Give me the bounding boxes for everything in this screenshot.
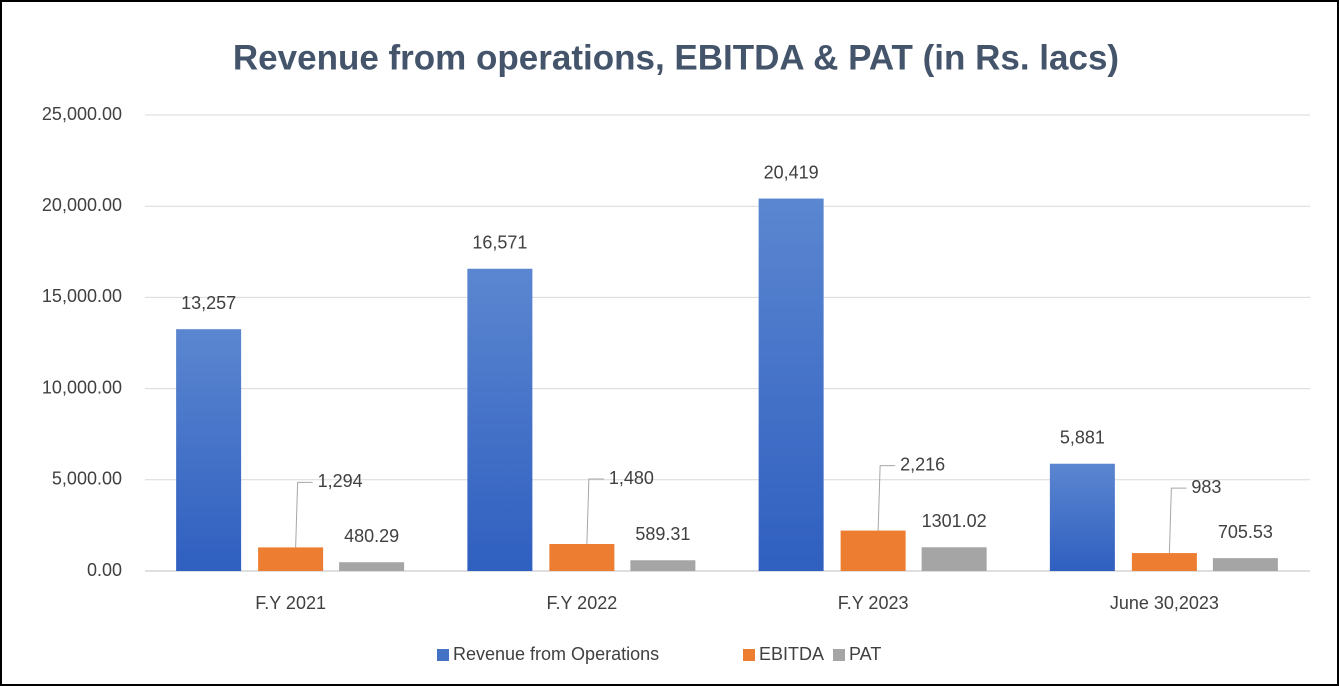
data-label: 5,881 (1060, 427, 1105, 447)
legend-label: Revenue from Operations (453, 644, 659, 664)
legend-swatch (743, 649, 755, 661)
bar (467, 268, 533, 571)
leader-line (586, 478, 604, 545)
data-label: 983 (1191, 477, 1221, 497)
legend-label: PAT (849, 644, 881, 664)
data-label: 13,257 (181, 293, 236, 313)
bar (630, 560, 696, 571)
data-label: 589.31 (635, 524, 690, 544)
y-tick-label: 20,000.00 (42, 195, 122, 215)
bar (176, 329, 242, 571)
y-tick-label: 15,000.00 (42, 286, 122, 306)
data-label: 1,294 (318, 471, 363, 491)
bar (758, 198, 824, 571)
bar (1212, 558, 1278, 571)
x-tick-label: F.Y 2023 (838, 593, 909, 613)
y-tick-label: 25,000.00 (42, 104, 122, 124)
bar (840, 530, 906, 571)
data-label: 16,571 (472, 232, 527, 252)
data-label: 20,419 (764, 162, 819, 182)
data-label: 705.53 (1218, 522, 1273, 542)
bar (921, 547, 987, 571)
legend-swatch (833, 649, 845, 661)
x-tick-label: F.Y 2021 (255, 593, 326, 613)
leader-line (1168, 487, 1187, 554)
data-label: 480.29 (344, 526, 399, 546)
y-tick-label: 10,000.00 (42, 377, 122, 397)
bar (258, 547, 324, 571)
bar (1131, 553, 1197, 571)
bar (1049, 463, 1115, 571)
bar (549, 544, 615, 571)
x-tick-label: June 30,2023 (1110, 593, 1219, 613)
y-tick-label: 0.00 (87, 560, 122, 580)
leader-line (295, 481, 313, 548)
chart-title: Revenue from operations, EBITDA & PAT (i… (233, 38, 1119, 77)
data-label: 1301.02 (922, 511, 987, 531)
bar (339, 562, 405, 571)
leader-line (877, 465, 896, 531)
x-tick-label: F.Y 2022 (547, 593, 618, 613)
y-tick-label: 5,000.00 (52, 469, 122, 489)
data-label: 1,480 (609, 468, 654, 488)
legend-label: EBITDA (759, 644, 824, 664)
legend-swatch (437, 649, 449, 661)
data-label: 2,216 (900, 454, 945, 474)
